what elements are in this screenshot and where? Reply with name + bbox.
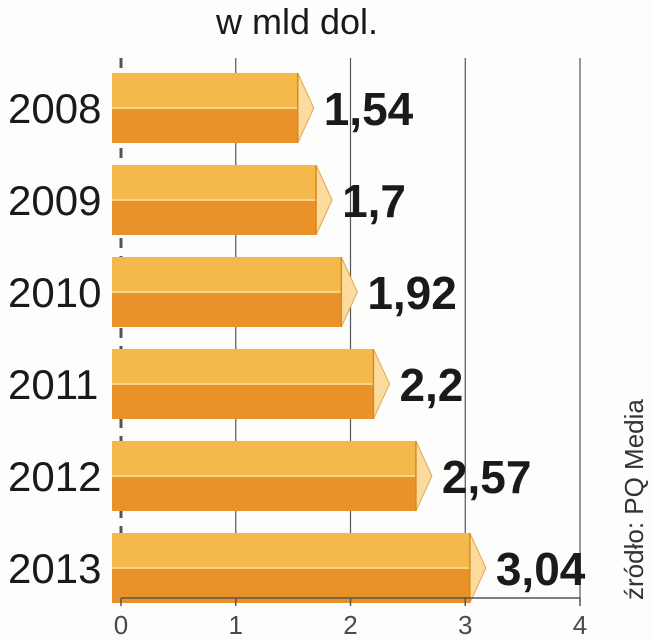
bar-end-cap [415, 440, 433, 512]
value-label: 2,2 [399, 359, 463, 411]
year-label: 2012 [8, 453, 101, 500]
year-label: 2008 [8, 85, 101, 132]
bar-bottom-face [112, 292, 342, 327]
bar-end-cap [297, 72, 315, 144]
x-tick-label: 4 [573, 610, 587, 640]
bar-top-face [112, 257, 342, 292]
bar-bottom-face [112, 108, 298, 143]
bar-2011: 2011 2,2 [8, 348, 463, 420]
bar-end-cap [340, 256, 358, 328]
value-label: 1,54 [324, 83, 414, 135]
year-label: 2011 [8, 361, 98, 408]
bar-2009: 2009 1,7 [8, 164, 406, 236]
bar-bottom-face [112, 568, 470, 603]
bar-top-face [112, 349, 374, 384]
x-axis: 0 1 2 3 4 [114, 597, 587, 640]
value-label: 1,7 [342, 175, 406, 227]
bar-top-face [112, 533, 470, 568]
year-label: 2009 [8, 177, 101, 224]
bar-end-cap [469, 532, 487, 604]
bar-top-face [112, 441, 416, 476]
bar-2010: 2010 1,92 [8, 256, 457, 328]
source-label: źródło: PQ Media [619, 399, 649, 600]
bar-bottom-face [112, 476, 416, 511]
x-tick-label: 3 [458, 610, 472, 640]
x-tick-label: 0 [114, 610, 128, 640]
bar-bottom-face [112, 384, 374, 419]
x-tick-label: 1 [229, 610, 243, 640]
bar-end-cap [372, 348, 390, 420]
value-label: 2,57 [442, 451, 532, 503]
value-label: 1,92 [367, 267, 457, 319]
bar-2012: 2012 2,57 [8, 440, 532, 512]
bar-top-face [112, 165, 317, 200]
unit-label: w mld dol. [215, 1, 378, 42]
bar-end-cap [315, 164, 333, 236]
bar-bottom-face [112, 200, 317, 235]
bar-2013: 2013 3,04 [8, 532, 586, 604]
value-label: 3,04 [496, 543, 586, 595]
bar-top-face [112, 73, 298, 108]
bar-2008: 2008 1,54 [8, 72, 414, 144]
x-tick-label: 2 [343, 610, 357, 640]
year-label: 2013 [8, 545, 101, 592]
year-label: 2010 [8, 269, 101, 316]
